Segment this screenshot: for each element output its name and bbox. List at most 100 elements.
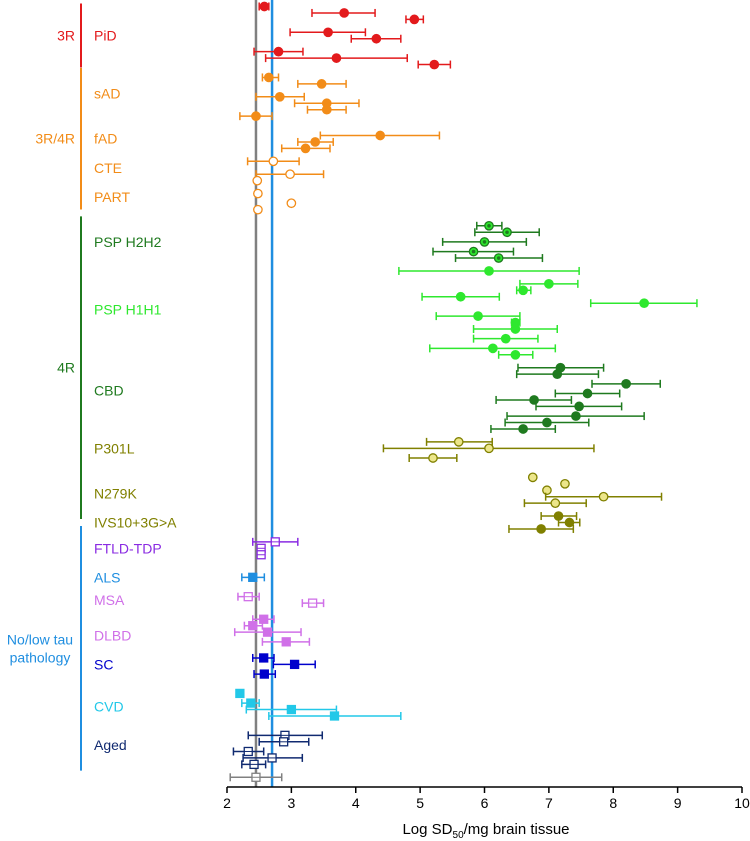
data-point bbox=[488, 343, 498, 354]
x-tick-label: 8 bbox=[609, 795, 617, 811]
data-point bbox=[251, 111, 261, 122]
data-point bbox=[639, 298, 650, 309]
data-point bbox=[621, 378, 631, 389]
category-label: PSP H1H1 bbox=[94, 302, 162, 318]
data-point bbox=[510, 324, 521, 334]
data-point bbox=[484, 443, 494, 454]
group-brackets: 3R 3R/4R 4R No/low tau pathology bbox=[7, 3, 82, 771]
reference-lines bbox=[254, 0, 274, 787]
x-tick-label: 10 bbox=[734, 795, 750, 811]
category-label: IVS10+3G>A bbox=[94, 515, 177, 531]
data-point bbox=[259, 1, 270, 12]
data-point bbox=[268, 156, 279, 167]
x-tick-label: 4 bbox=[352, 795, 360, 811]
data-point bbox=[560, 478, 570, 489]
data-point bbox=[300, 143, 311, 154]
data-point-center bbox=[496, 256, 501, 260]
data-point bbox=[285, 169, 295, 180]
data-point bbox=[473, 311, 483, 321]
data-point bbox=[527, 472, 538, 483]
category-label: ALS bbox=[94, 569, 120, 585]
data-point bbox=[252, 175, 263, 186]
group-label: 4R bbox=[57, 360, 75, 376]
data-point bbox=[429, 59, 440, 70]
data-point bbox=[564, 517, 575, 528]
data-point bbox=[544, 278, 554, 289]
category-label: FTLD-TDP bbox=[94, 540, 162, 556]
data-point bbox=[518, 424, 528, 434]
group-label: 3R bbox=[57, 28, 75, 44]
category-label: PART bbox=[94, 189, 130, 205]
data-point bbox=[582, 388, 593, 399]
category-label: fAD bbox=[94, 131, 117, 147]
data-point bbox=[339, 8, 350, 18]
data-point bbox=[253, 188, 263, 199]
data-point bbox=[263, 72, 274, 83]
data-point bbox=[246, 698, 256, 708]
data-point bbox=[235, 688, 245, 699]
data-point-center bbox=[471, 249, 476, 254]
data-point bbox=[289, 659, 300, 670]
group-label: pathology bbox=[10, 649, 71, 665]
category-label: SC bbox=[94, 656, 113, 672]
x-axis-title-subscript: 50 bbox=[453, 830, 465, 841]
category-label: PSP H2H2 bbox=[94, 234, 162, 250]
data-point bbox=[316, 79, 327, 89]
data-point bbox=[552, 369, 563, 379]
data-point bbox=[259, 653, 269, 663]
x-axis-title-main: Log SD bbox=[402, 821, 452, 838]
x-tick-label: 3 bbox=[287, 795, 295, 811]
data-point bbox=[259, 614, 269, 624]
data-point bbox=[262, 627, 273, 637]
category-label: N279K bbox=[94, 485, 137, 501]
data-point bbox=[500, 333, 511, 344]
data-point bbox=[273, 46, 284, 57]
data-point bbox=[329, 711, 340, 721]
group-label: 3R/4R bbox=[35, 131, 75, 147]
data-point bbox=[321, 104, 332, 115]
x-tick-label: 9 bbox=[674, 795, 682, 811]
data-point bbox=[323, 27, 333, 38]
data-point-center bbox=[505, 230, 509, 235]
data-point bbox=[253, 204, 263, 215]
data-point bbox=[259, 669, 269, 679]
data-point-center bbox=[482, 240, 487, 244]
data-point bbox=[484, 266, 494, 276]
x-tick-label: 5 bbox=[416, 795, 424, 811]
data-point bbox=[281, 637, 291, 647]
category-label: CVD bbox=[94, 698, 124, 714]
x-axis: 2 3 4 5 6 7 8 9 10 bbox=[223, 786, 750, 811]
data-point bbox=[571, 411, 581, 421]
data-point bbox=[455, 291, 466, 302]
data-point bbox=[542, 417, 552, 428]
data-marks bbox=[229, 1, 698, 782]
data-point bbox=[274, 91, 285, 102]
category-label: MSA bbox=[94, 592, 125, 608]
group-label: No/low tau bbox=[7, 631, 73, 647]
category-label: PiD bbox=[94, 28, 117, 44]
category-label: P301L bbox=[94, 440, 135, 456]
data-point bbox=[248, 572, 258, 582]
data-point bbox=[375, 130, 386, 141]
data-point bbox=[574, 401, 584, 412]
x-tick-label: 7 bbox=[545, 795, 553, 811]
category-labels: PiD sAD fAD CTE PART PSP H2H2 PSP H1H1 CBD P301L… bbox=[94, 28, 177, 754]
category-label: CBD bbox=[94, 382, 124, 398]
x-tick-label: 2 bbox=[223, 795, 231, 811]
data-point bbox=[331, 53, 342, 63]
data-point bbox=[248, 621, 258, 631]
x-axis-title-suffix: /mg brain tissue bbox=[464, 821, 570, 838]
data-point bbox=[529, 395, 539, 405]
data-point bbox=[371, 33, 382, 44]
category-label: CTE bbox=[94, 160, 122, 176]
data-point bbox=[550, 498, 561, 508]
data-point bbox=[409, 14, 420, 25]
category-label: sAD bbox=[94, 86, 120, 102]
data-point bbox=[453, 437, 464, 447]
data-point bbox=[510, 349, 521, 360]
data-point bbox=[536, 524, 547, 534]
data-point bbox=[598, 491, 609, 502]
data-point bbox=[518, 285, 528, 296]
category-label: DLBD bbox=[94, 627, 131, 643]
category-label: Aged bbox=[94, 737, 127, 753]
